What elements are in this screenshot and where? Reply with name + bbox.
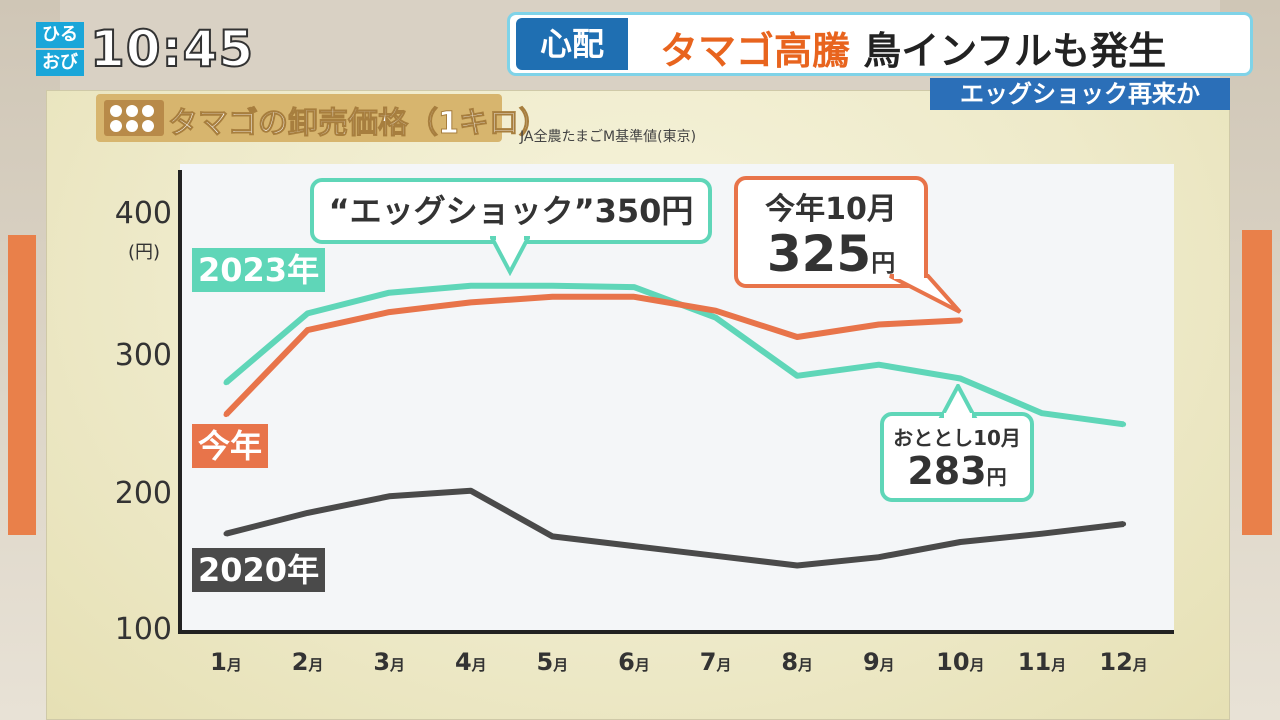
series-label-this-year: 今年	[192, 424, 269, 468]
y-tick-100: 100	[114, 612, 172, 647]
data-point	[386, 290, 392, 296]
source-note: JA全農たまごM基準値(東京)	[520, 129, 697, 145]
headline-banner	[510, 15, 1250, 73]
data-point	[631, 543, 637, 549]
data-point	[223, 412, 229, 418]
data-point	[713, 308, 719, 314]
program-logo-top: ひる	[36, 22, 84, 48]
callout-this-year: 今年10月 325円	[734, 176, 928, 288]
series-line-this-year	[223, 293, 961, 417]
series-label-2020: 2020年	[192, 548, 326, 592]
x-tick-label: 12月	[1099, 648, 1148, 676]
callout-this-year-value: 325	[766, 225, 872, 283]
program-logo-bottom: おび	[36, 50, 84, 76]
x-tick-label: 9月	[862, 648, 895, 676]
data-point	[876, 554, 882, 560]
headline-highlight: タマゴ高騰	[660, 29, 851, 73]
x-tick-label: 7月	[699, 648, 732, 676]
data-point	[631, 284, 637, 290]
series-label-2023: 2023年	[192, 248, 326, 292]
data-point	[957, 376, 963, 381]
data-point	[549, 294, 555, 300]
callout-two-years-pointer	[938, 384, 978, 418]
callout-this-year-pointer	[889, 270, 962, 314]
x-tick-label: 8月	[781, 648, 814, 676]
data-point	[1039, 531, 1045, 537]
data-point	[223, 380, 229, 386]
headline-tag: 心配	[516, 18, 628, 70]
studio-accent-right	[1242, 230, 1272, 535]
program-logo: ひる おび	[36, 22, 84, 76]
subheadline: エッグショック再来か	[930, 78, 1230, 110]
data-point	[386, 493, 392, 499]
data-point	[1121, 521, 1127, 527]
callout-two-years-unit: 円	[986, 465, 1007, 489]
headline: タマゴ高騰 鳥インフルも発生	[660, 20, 1166, 75]
y-tick-400: 400	[114, 196, 172, 231]
x-tick-label: 2月	[291, 648, 324, 676]
data-point	[549, 283, 555, 289]
x-tick-label: 4月	[454, 648, 487, 676]
callout-two-years-ago: おととし10月 283円	[880, 412, 1034, 502]
x-tick-label: 11月	[1017, 648, 1067, 676]
y-unit: (円)	[128, 242, 161, 263]
data-point	[631, 294, 637, 300]
studio-accent-left	[8, 235, 36, 535]
data-point	[386, 309, 392, 315]
clock: 10:45	[89, 19, 255, 79]
callout-egg-shock-text: “エッグショック”350円	[328, 192, 694, 230]
y-tick-300: 300	[114, 338, 172, 373]
data-point	[549, 533, 555, 539]
data-point	[305, 327, 311, 333]
data-point	[468, 299, 474, 305]
data-point	[713, 553, 719, 559]
callout-two-years-value: 283	[907, 449, 987, 493]
data-point	[305, 310, 311, 316]
data-point	[794, 563, 800, 568]
egg-carton-icon	[104, 100, 164, 136]
x-tick-label: 6月	[618, 648, 650, 676]
data-point	[957, 317, 963, 323]
data-point	[794, 373, 800, 379]
headline-rest: 鳥インフルも発生	[863, 29, 1167, 73]
data-point	[876, 362, 882, 368]
series-line-2020	[225, 487, 1124, 569]
data-point	[794, 334, 800, 340]
data-point	[957, 539, 963, 545]
callout-egg-shock: “エッグショック”350円	[310, 178, 712, 244]
callout-two-years-label: おととし10月	[893, 426, 1021, 450]
callout-this-year-label: 今年10月	[765, 192, 897, 227]
data-point	[223, 531, 229, 537]
x-tick-label: 1月	[210, 648, 242, 676]
data-point	[468, 283, 474, 289]
chart-title: タマゴの卸売価格（1キロ）	[168, 106, 550, 142]
data-point	[468, 488, 474, 494]
x-tick-label: 5月	[536, 648, 569, 676]
x-tick-label: 10月	[936, 648, 985, 676]
callout-egg-shock-pointer	[490, 236, 530, 276]
callout-this-year-unit: 円	[871, 249, 896, 277]
data-point	[713, 315, 719, 321]
data-point	[876, 322, 882, 327]
data-point	[1039, 410, 1045, 416]
y-tick-200: 200	[114, 476, 172, 511]
x-tick-label: 3月	[373, 648, 406, 676]
data-point	[305, 510, 311, 516]
data-point	[1121, 421, 1127, 427]
